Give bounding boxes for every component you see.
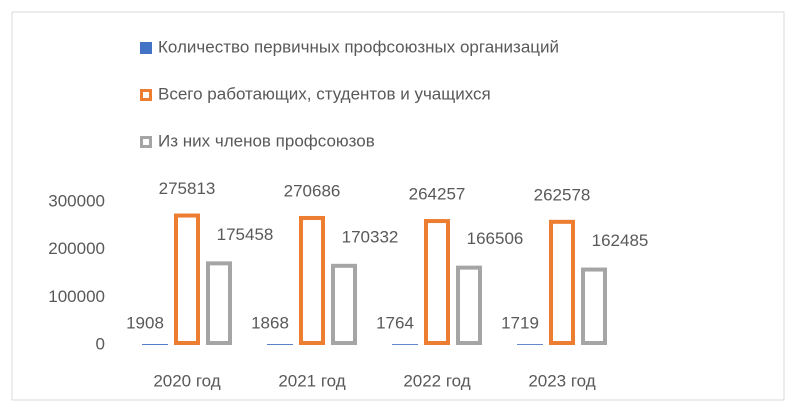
y-tick-label: 0 [96, 334, 105, 353]
x-tick-label: 2022 год [403, 371, 470, 390]
data-label: 1764 [376, 314, 414, 333]
legend-swatch [140, 42, 152, 54]
bar [142, 344, 168, 345]
legend-label: Из них членов профсоюзов [158, 131, 375, 150]
y-tick-label: 100000 [48, 287, 105, 306]
bar [299, 215, 325, 345]
bar [456, 265, 482, 345]
x-tick-label: 2020 год [153, 371, 220, 390]
legend-swatch [140, 89, 152, 101]
y-tick-label: 300000 [48, 191, 105, 210]
chart-frame [11, 11, 785, 401]
bar [549, 219, 575, 345]
data-label: 275813 [159, 179, 216, 198]
data-label: 170332 [342, 227, 399, 246]
data-label: 162485 [592, 231, 649, 250]
bar [267, 344, 293, 345]
x-tick-label: 2021 год [278, 371, 345, 390]
data-label: 1868 [251, 314, 289, 333]
bar [174, 213, 200, 345]
bar [581, 267, 607, 346]
bar [206, 261, 232, 345]
bar [392, 344, 418, 345]
legend-swatch [140, 136, 152, 148]
legend-label: Всего работающих, студентов и учащихся [158, 84, 491, 103]
y-tick-label: 200000 [48, 239, 105, 258]
data-label: 166506 [467, 229, 524, 248]
data-label: 1908 [126, 314, 164, 333]
legend-label: Количество первичных профсоюзных организ… [158, 37, 559, 56]
bar [331, 263, 357, 345]
x-tick-label: 2023 год [528, 371, 595, 390]
data-label: 175458 [217, 225, 274, 244]
data-label: 1719 [501, 314, 539, 333]
data-label: 262578 [534, 185, 591, 204]
bar [424, 219, 450, 345]
bar [517, 344, 543, 345]
data-label: 270686 [284, 181, 341, 200]
data-label: 264257 [409, 185, 466, 204]
